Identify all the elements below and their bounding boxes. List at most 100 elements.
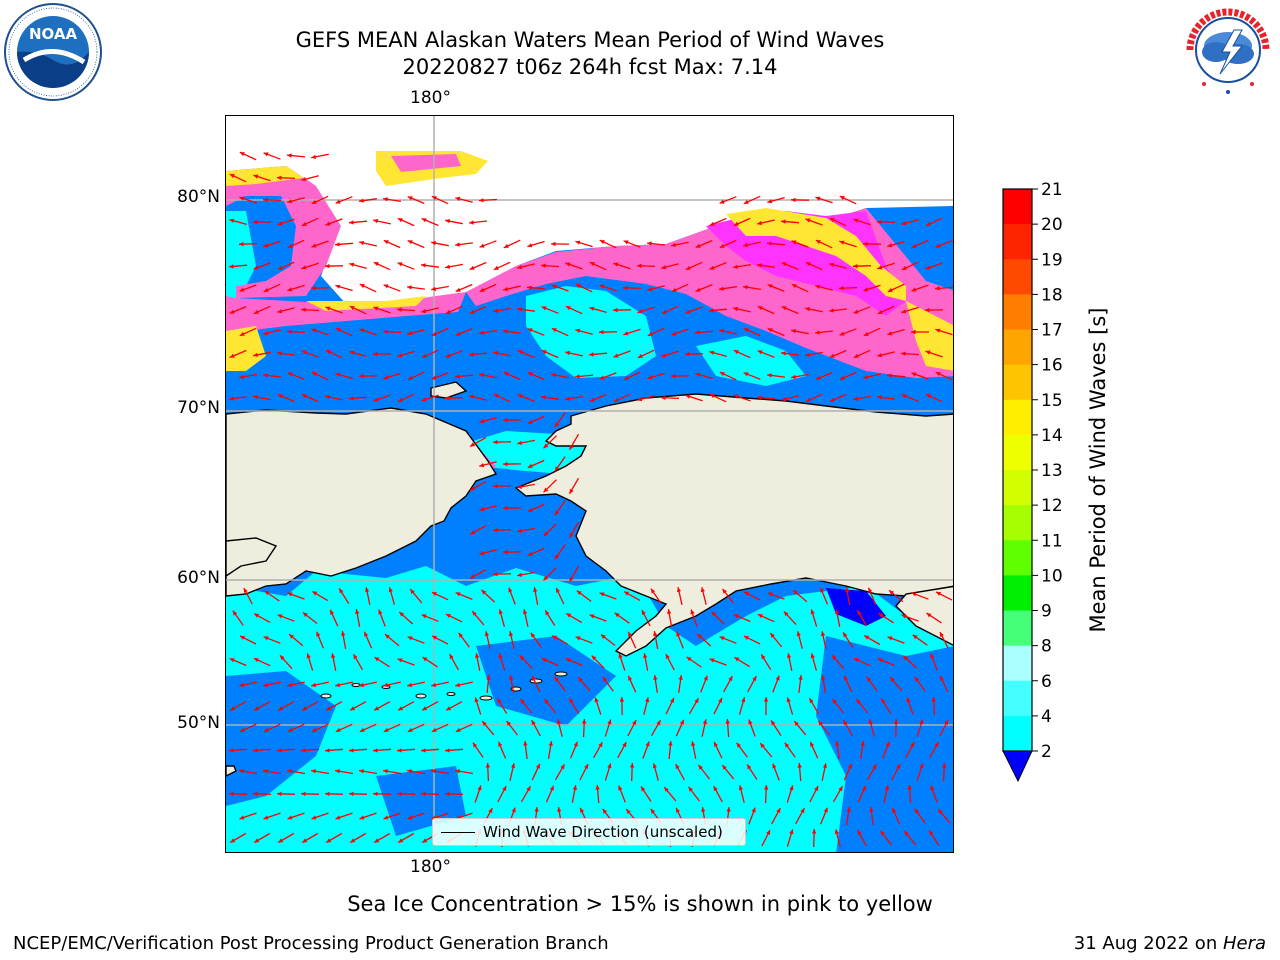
wind-wave-arrow [903, 830, 917, 846]
wind-wave-arrow [821, 674, 827, 694]
wind-wave-arrow [420, 791, 440, 796]
wind-wave-arrow [925, 217, 943, 227]
wind-wave-arrow [229, 305, 247, 315]
wind-wave-arrow [300, 791, 320, 796]
wind-wave-arrow [713, 697, 723, 715]
colorbar-tick-label: 20 [1041, 215, 1063, 235]
land-areas [226, 381, 953, 777]
wind-wave-arrow [748, 719, 756, 737]
wind-wave-arrow [791, 329, 809, 335]
wind-wave-arrow [531, 675, 541, 693]
colorbar-segment [1003, 399, 1032, 436]
wind-wave-arrow [486, 674, 491, 694]
wind-wave-arrow [324, 791, 344, 796]
wind-wave-arrow [527, 240, 545, 248]
wind-wave-arrow [359, 328, 377, 336]
wind-wave-arrow [445, 305, 463, 315]
wind-wave-arrow [444, 791, 464, 796]
wind-wave-arrow [757, 613, 775, 623]
wind-wave-arrow [335, 327, 353, 337]
wind-wave-arrow [517, 439, 535, 445]
wind-wave-arrow [547, 740, 553, 760]
wind-wave-arrow [286, 153, 306, 158]
wind-wave-arrow [598, 330, 618, 335]
wind-wave-arrow [925, 393, 943, 403]
wind-wave-arrow [733, 349, 751, 359]
wind-wave-arrow [301, 832, 319, 844]
wind-wave-arrow [829, 262, 847, 269]
wind-wave-arrow [711, 611, 725, 625]
wind-wave-arrow [916, 719, 924, 737]
wind-wave-arrow [887, 328, 905, 336]
wind-wave-arrow [571, 785, 577, 803]
wind-wave-arrow [324, 263, 344, 269]
wind-wave-arrow [719, 328, 737, 335]
wind-wave-arrow [619, 696, 625, 716]
wind-wave-arrow [623, 371, 641, 381]
wind-wave-arrow [311, 590, 329, 602]
wind-wave-arrow [430, 769, 450, 775]
lat-label-50n: 50°N [177, 713, 220, 733]
wind-wave-arrow [444, 263, 464, 269]
wind-wave-arrow [382, 769, 402, 775]
wind-wave-arrow [372, 748, 392, 753]
wind-wave-arrow [820, 631, 827, 649]
wind-wave-arrow [791, 240, 809, 248]
wind-wave-arrow [276, 791, 296, 796]
wind-wave-arrow [902, 655, 918, 669]
wind-wave-arrow [695, 372, 713, 380]
wind-wave-arrow [492, 307, 512, 313]
wind-wave-arrow [301, 393, 319, 403]
wind-wave-arrow [676, 631, 684, 649]
wind-wave-arrow [287, 812, 305, 820]
colorbar-tick-label: 18 [1041, 285, 1063, 305]
wind-wave-arrow [407, 239, 425, 249]
wind-wave-arrow [757, 219, 775, 226]
wind-wave-arrow [503, 285, 521, 292]
wind-wave-arrow [839, 195, 857, 205]
wind-wave-arrow [455, 723, 473, 733]
wind-wave-arrow [627, 675, 637, 693]
wind-wave-arrow [671, 283, 689, 293]
wind-wave-arrow [835, 609, 841, 627]
wind-wave-arrow [455, 242, 473, 247]
wind-wave-arrow [877, 305, 895, 315]
wind-wave-arrow [421, 614, 439, 622]
wind-wave-arrow [334, 242, 354, 247]
wind-wave-arrow [791, 283, 809, 293]
wind-wave-arrow [445, 350, 463, 358]
wind-wave-arrow [565, 350, 583, 357]
wind-wave-arrow [853, 306, 871, 314]
wind-wave-arrow [805, 261, 823, 271]
wind-wave-arrow [829, 393, 847, 403]
wind-wave-arrow [599, 372, 617, 380]
wind-wave-arrow [509, 675, 515, 693]
colorbar-ticks: 21 20 19 18 17 16 15 14 13 12 11 10 9 8 6 4 2 [1032, 180, 1063, 762]
wind-wave-arrow [311, 195, 329, 205]
wind-wave-arrow [378, 609, 386, 627]
colorbar-tick-label: 4 [1041, 707, 1052, 727]
wind-wave-arrow [790, 373, 810, 379]
wind-wave-arrow [796, 631, 803, 649]
colorbar-segments [1003, 189, 1032, 752]
colorbar-tick-label: 19 [1041, 250, 1063, 270]
wind-wave-arrow [517, 393, 535, 403]
wind-wave-arrow [709, 658, 727, 666]
wind-wave-arrow [761, 829, 771, 847]
colorbar-tick-label: 9 [1041, 602, 1052, 622]
wind-wave-arrow [373, 394, 391, 402]
wind-wave-arrow [697, 764, 711, 780]
wind-wave-arrow [891, 763, 901, 781]
wind-wave-arrow [809, 785, 819, 803]
wind-wave-arrow [455, 591, 473, 601]
wind-wave-arrow [252, 748, 272, 753]
wind-wave-arrow [772, 675, 780, 693]
wind-wave-arrow [574, 374, 594, 379]
wind-wave-arrow [503, 329, 521, 334]
wind-wave-arrow [575, 240, 593, 248]
wind-wave-arrow [421, 349, 439, 359]
wind-wave-arrow [373, 832, 391, 844]
wind-wave-arrow [594, 697, 602, 715]
wind-wave-arrow [287, 592, 305, 600]
wind-wave-arrow [640, 786, 652, 802]
